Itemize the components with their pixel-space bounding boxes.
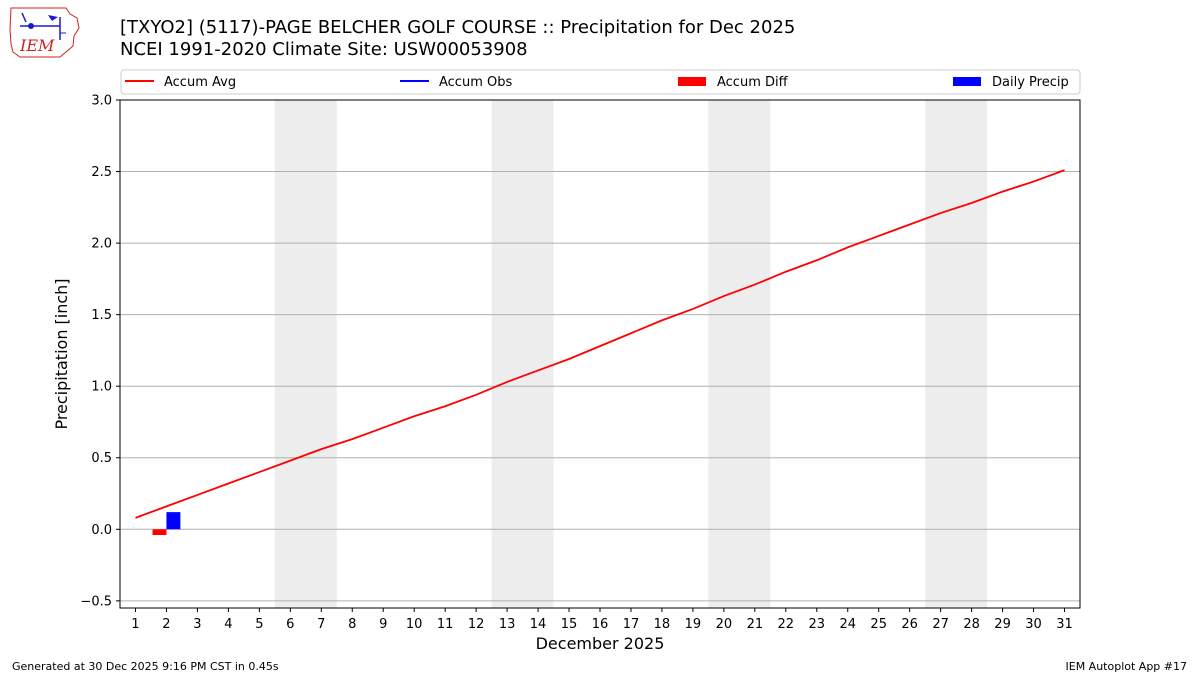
app-label: IEM Autoplot App #17 (1065, 660, 1188, 673)
legend-swatch-diff (678, 77, 706, 86)
x-tick-label: 23 (809, 617, 826, 632)
x-tick-label: 19 (685, 617, 702, 632)
legend-frame (120, 69, 1081, 95)
y-tick-label: −0.5 (80, 594, 112, 609)
x-tick-label: 13 (499, 617, 516, 632)
weekend-band (925, 100, 988, 608)
x-tick-label: 17 (623, 617, 640, 632)
y-tick-label: 2.0 (91, 237, 112, 252)
daily-precip-bar (166, 512, 181, 530)
x-tick-label: 16 (592, 617, 609, 632)
iem-logo: IEM (0, 0, 90, 64)
legend: Accum Avg Accum Obs Accum Diff Daily Precip (120, 69, 1081, 95)
legend-label-avg: Accum Avg (164, 75, 236, 90)
x-tick-label: 12 (468, 617, 485, 632)
x-tick-label: 5 (255, 617, 263, 632)
x-tick-label: 11 (437, 617, 454, 632)
x-tick-label: 22 (778, 617, 795, 632)
x-tick-label: 10 (406, 617, 423, 632)
legend-label-daily: Daily Precip (992, 75, 1069, 90)
accum-avg-line (135, 169, 1065, 519)
x-tick-label: 14 (530, 617, 547, 632)
x-tick-label: 30 (1025, 617, 1042, 632)
weekend-band (274, 100, 337, 608)
accum-diff-bar (152, 529, 167, 536)
y-tick-label: 1.0 (91, 380, 112, 395)
x-tick-label: 27 (932, 617, 949, 632)
y-tick-label: 0.5 (91, 451, 112, 466)
x-tick-label: 9 (379, 617, 387, 632)
x-tick-label: 2 (162, 617, 170, 632)
x-tick-label: 26 (901, 617, 918, 632)
y-tick-label: 0.0 (91, 523, 112, 538)
x-axis-label: December 2025 (536, 634, 665, 653)
chart-subtitle: NCEI 1991-2020 Climate Site: USW00053908 (120, 39, 528, 60)
x-tick-label: 25 (870, 617, 887, 632)
x-tick-label: 29 (994, 617, 1011, 632)
x-tick-label: 28 (963, 617, 980, 632)
x-tick-label: 15 (561, 617, 578, 632)
x-tick-label: 6 (286, 617, 294, 632)
legend-swatch-daily (953, 77, 981, 86)
x-tick-label: 7 (317, 617, 325, 632)
weekend-band (708, 100, 771, 608)
x-tick-label: 1 (131, 617, 139, 632)
weekend-band (491, 100, 554, 608)
y-axis-label: Precipitation [inch] (52, 278, 71, 429)
x-tick-label: 3 (193, 617, 201, 632)
x-tick-label: 18 (654, 617, 671, 632)
y-tick-label: 3.0 (91, 94, 112, 109)
legend-label-diff: Accum Diff (717, 75, 789, 90)
x-tick-label: 31 (1056, 617, 1073, 632)
x-tick-label: 21 (747, 617, 764, 632)
logo-text: IEM (19, 36, 55, 55)
generated-timestamp: Generated at 30 Dec 2025 9:16 PM CST in … (12, 660, 279, 673)
chart-title: [TXYO2] (5117)-PAGE BELCHER GOLF COURSE … (120, 17, 796, 38)
x-tick-label: 4 (224, 617, 232, 632)
legend-label-obs: Accum Obs (439, 75, 512, 90)
x-tick-label: 8 (348, 617, 356, 632)
x-tick-label: 24 (839, 617, 856, 632)
y-tick-label: 2.5 (91, 165, 112, 180)
x-tick-label: 20 (716, 617, 733, 632)
y-tick-label: 1.5 (91, 308, 112, 323)
